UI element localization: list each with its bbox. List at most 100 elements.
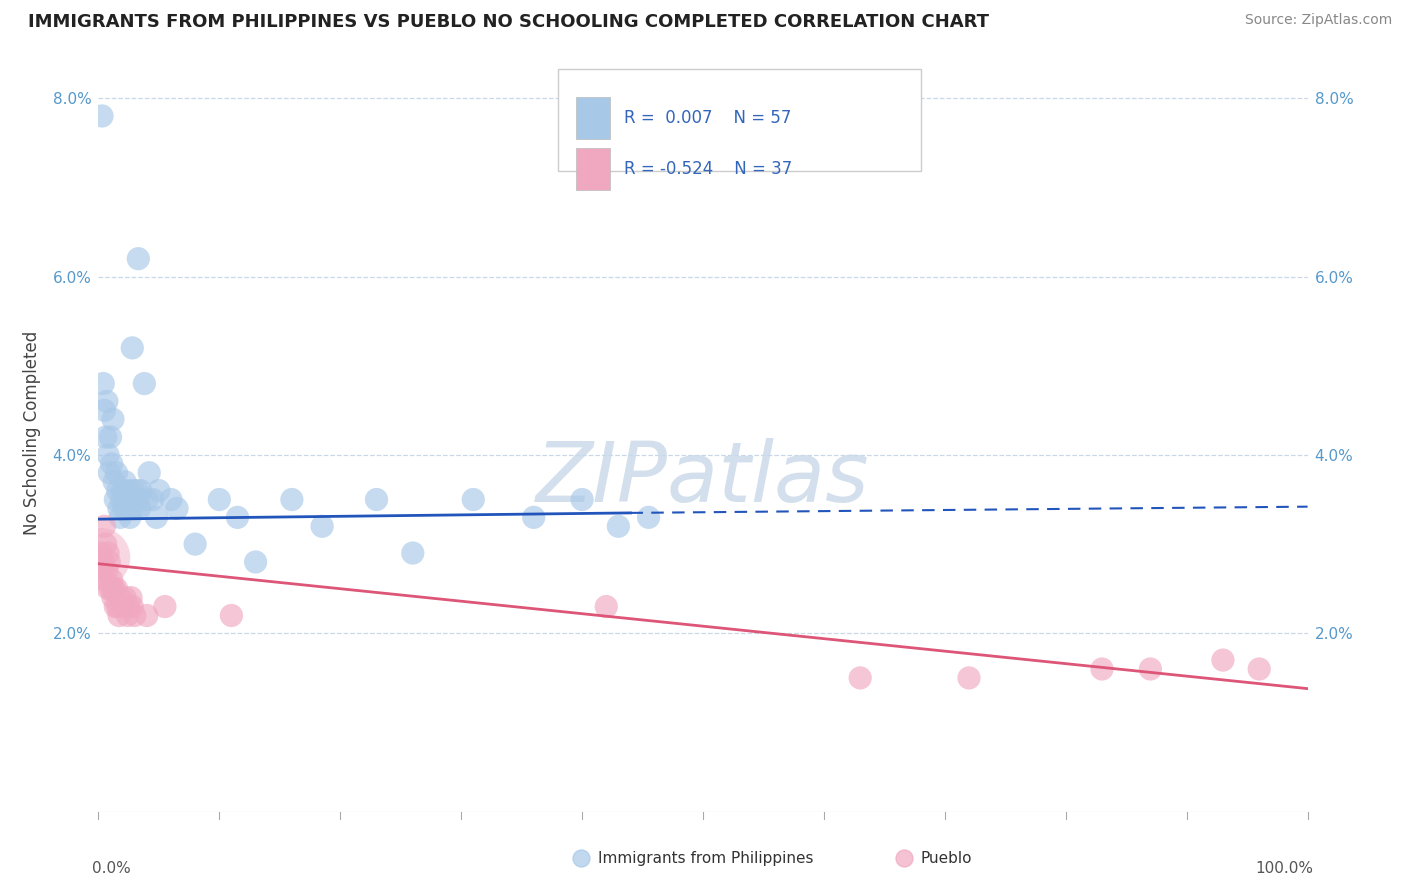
Point	[221, 608, 243, 623]
Point	[108, 591, 131, 605]
Point	[595, 599, 617, 614]
Point	[226, 510, 249, 524]
Point	[91, 555, 114, 569]
Point	[100, 573, 122, 587]
Point	[91, 376, 114, 391]
Point	[849, 671, 872, 685]
Point	[463, 492, 485, 507]
Point	[111, 599, 134, 614]
Point	[90, 546, 112, 560]
Point	[90, 550, 112, 565]
Point	[122, 483, 145, 498]
Point	[160, 492, 183, 507]
Point	[111, 483, 134, 498]
Point	[402, 546, 425, 560]
Point	[281, 492, 304, 507]
Point	[103, 475, 125, 489]
Point	[121, 501, 143, 516]
Text: ZIPatlas: ZIPatlas	[536, 438, 870, 518]
Point	[127, 492, 149, 507]
Point	[1249, 662, 1271, 676]
Point	[117, 608, 139, 623]
Point	[91, 564, 114, 578]
Point	[135, 492, 157, 507]
Point	[208, 492, 231, 507]
Point	[121, 599, 143, 614]
Point	[101, 591, 124, 605]
Point	[101, 412, 124, 426]
Text: 0.0%: 0.0%	[93, 861, 131, 876]
Point	[957, 671, 980, 685]
Point	[103, 582, 125, 596]
Point	[93, 519, 115, 533]
Point	[311, 519, 333, 533]
Point	[98, 466, 121, 480]
Text: 100.0%: 100.0%	[1256, 861, 1313, 876]
Point	[120, 492, 142, 507]
Point	[108, 501, 131, 516]
Point	[142, 492, 165, 507]
Point	[107, 483, 129, 498]
Point	[108, 510, 131, 524]
Point	[97, 448, 120, 462]
Point	[100, 457, 122, 471]
Point	[129, 483, 152, 498]
Point	[118, 599, 141, 614]
Text: Immigrants from Philippines: Immigrants from Philippines	[598, 851, 813, 865]
Text: IMMIGRANTS FROM PHILIPPINES VS PUEBLO NO SCHOOLING COMPLETED CORRELATION CHART: IMMIGRANTS FROM PHILIPPINES VS PUEBLO NO…	[28, 13, 988, 31]
Point	[120, 591, 142, 605]
Point	[145, 510, 167, 524]
Point	[523, 510, 546, 524]
Point	[118, 483, 141, 498]
Point	[94, 537, 117, 551]
Point	[114, 475, 136, 489]
Point	[98, 555, 121, 569]
Point	[128, 501, 150, 516]
Text: Pueblo: Pueblo	[921, 851, 973, 865]
Point	[110, 492, 132, 507]
Point	[124, 492, 146, 507]
Point	[108, 608, 131, 623]
Point	[607, 519, 630, 533]
Point	[96, 564, 118, 578]
Point	[366, 492, 388, 507]
Point	[97, 582, 120, 596]
Point	[107, 599, 129, 614]
Y-axis label: No Schooling Completed: No Schooling Completed	[24, 331, 42, 534]
Point	[135, 608, 157, 623]
Point	[91, 109, 114, 123]
FancyBboxPatch shape	[576, 97, 610, 139]
FancyBboxPatch shape	[576, 148, 610, 190]
Point	[637, 510, 659, 524]
Point	[100, 582, 122, 596]
Point	[1139, 662, 1161, 676]
Point	[117, 501, 139, 516]
Point	[96, 394, 118, 409]
Point	[127, 483, 149, 498]
Point	[138, 466, 160, 480]
Text: R =  0.007    N = 57: R = 0.007 N = 57	[624, 110, 792, 128]
Text: Source: ZipAtlas.com: Source: ZipAtlas.com	[1244, 13, 1392, 28]
Point	[184, 537, 207, 551]
Point	[114, 591, 136, 605]
Point	[571, 492, 593, 507]
Point	[125, 501, 148, 516]
Point	[121, 341, 143, 355]
Point	[93, 403, 115, 417]
Point	[112, 501, 135, 516]
Point	[153, 599, 176, 614]
Text: R = -0.524    N = 37: R = -0.524 N = 37	[624, 161, 793, 178]
Point	[94, 430, 117, 444]
Point	[100, 430, 122, 444]
Point	[93, 573, 115, 587]
Point	[97, 546, 120, 560]
Point	[245, 555, 267, 569]
Point	[1091, 662, 1114, 676]
Point	[105, 582, 128, 596]
Point	[166, 501, 188, 516]
Point	[124, 608, 146, 623]
Point	[134, 376, 156, 391]
Point	[148, 483, 170, 498]
Point	[104, 492, 127, 507]
Point	[105, 466, 128, 480]
